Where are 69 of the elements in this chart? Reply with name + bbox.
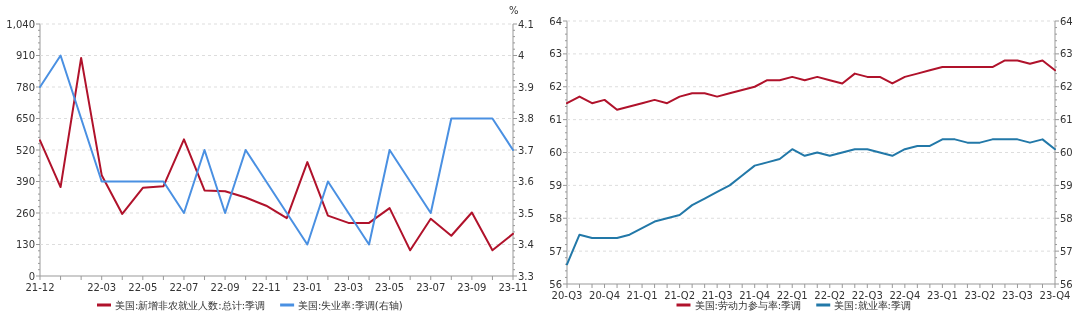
y-tick-label: 130 [15,239,35,250]
y2-tick-label: 3.8 [518,113,534,124]
y2-tick-label: 3.9 [518,81,534,93]
x-tick-label: 23-01 [292,282,322,293]
y2-tick-label: 4.1 [518,18,534,30]
x-tick-label: 21-Q1 [626,290,658,301]
x-tick-label: 22-11 [251,282,281,293]
legend-label: 美国:劳动力参与率:季调 [694,299,802,311]
legend-label: 美国:新增非农就业人数:总计:季调 [115,299,266,311]
y-tick-label: 650 [15,113,35,124]
y-tick-label: 60 [549,147,562,158]
line-series [566,59,1056,111]
x-tick-label: 21-Q3 [701,290,733,301]
y2-tick-label: 56 [1060,278,1073,290]
y2-tick-label: 3.3 [518,270,534,282]
y-tick-label: 63 [549,48,562,60]
x-tick-label: 23-05 [375,282,405,293]
y-tick-label: 1,040 [6,18,35,30]
legend-label: 美国:失业率:季调(右轴) [298,299,403,311]
x-tick-label: 23-09 [457,282,487,293]
x-tick-label: 21-Q4 [739,290,771,301]
x-tick-label: 22-05 [128,282,158,293]
x-tick-label: 22-07 [169,282,199,293]
y-tick-label: 59 [549,179,562,191]
y2-tick-label: 60 [1060,147,1073,158]
y2-tick-label: 59 [1060,179,1073,191]
x-tick-label: 20-Q3 [551,290,583,301]
y2-tick-label: 58 [1060,212,1073,224]
x-tick-label: 22-09 [210,282,240,293]
y2-tick-label: 57 [1060,245,1073,257]
y-tick-label: 57 [549,245,562,257]
x-tick-label: 23-07 [416,282,446,293]
y-tick-label: 62 [549,81,562,93]
y2-tick-label: 61 [1060,114,1073,126]
y2-tick-label: 4 [518,50,525,61]
y-tick-label: 64 [549,15,562,27]
x-tick-label: 21-12 [25,282,55,293]
x-tick-label: 22-Q3 [851,290,883,301]
y-tick-label: 61 [549,114,562,126]
line-series [566,138,1056,266]
y2-tick-label: 64 [1060,15,1073,27]
y2-tick-label: 63 [1060,48,1073,60]
y2-tick-label: 62 [1060,81,1073,93]
y2-tick-label: 3.4 [518,239,534,250]
y-tick-label: 390 [15,176,35,187]
y-tick-label: 58 [549,212,562,224]
y-tick-label: 780 [15,81,35,93]
y-tick-label: 910 [15,50,35,61]
x-tick-label: 23-Q2 [964,290,996,301]
y-tick-label: 520 [15,144,35,156]
x-tick-label: 21-Q2 [664,290,696,301]
y-tick-label: 260 [15,207,35,219]
x-tick-label: 23-11 [498,282,528,293]
y-tick-label: 0 [28,270,35,282]
x-tick-label: 20-Q4 [589,290,621,301]
x-tick-label: 23-Q1 [926,290,958,301]
x-tick-label: 22-Q1 [776,290,808,301]
x-tick-label: 23-Q4 [1039,290,1071,301]
y-tick-label: 56 [549,278,562,290]
x-tick-label: 23-Q3 [1001,290,1033,301]
y2-tick-label: 3.7 [518,144,534,156]
y2-axis-title: % [509,5,519,16]
x-tick-label: 22-03 [87,282,117,293]
x-tick-label: 22-Q2 [814,290,846,301]
x-tick-label: 22-Q4 [889,290,921,301]
legend-label: 美国:就业率:季调 [834,299,911,311]
y2-tick-label: 3.6 [518,176,534,187]
x-tick-label: 23-03 [333,282,364,293]
y2-tick-label: 3.5 [518,207,534,219]
